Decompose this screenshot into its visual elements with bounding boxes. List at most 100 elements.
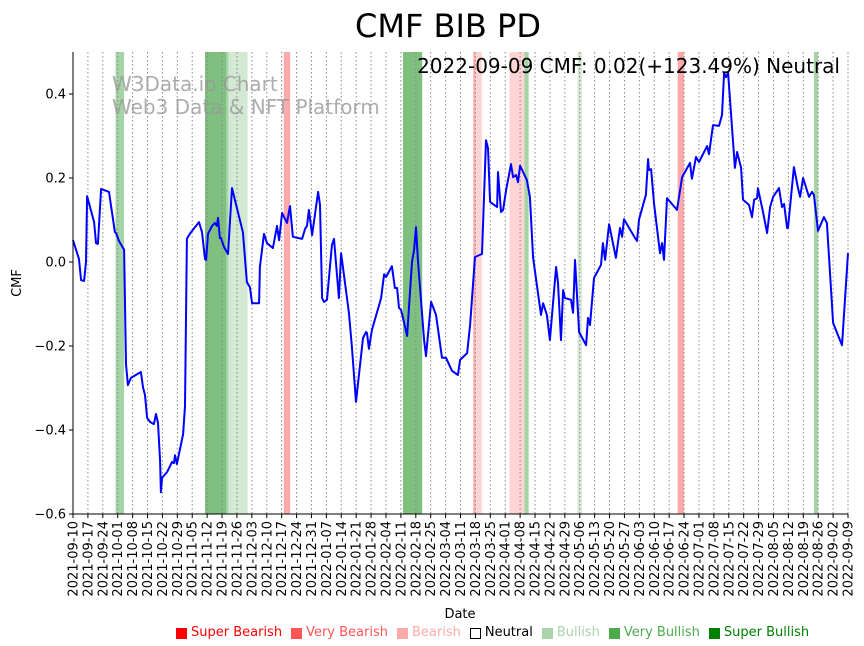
band-very-bearish	[283, 52, 291, 514]
y-axis-label: CMF	[10, 269, 25, 297]
x-tick-label: 2022-04-01	[499, 521, 514, 597]
x-tick-label: 2021-09-10	[67, 521, 82, 597]
legend: Super Bearish Very Bearish Bearish Neutral B…	[176, 624, 809, 642]
band-super-bullish	[403, 52, 423, 514]
signal-bands	[115, 52, 819, 514]
band-bearish	[475, 52, 482, 514]
x-tick-label: 2021-10-29	[171, 521, 186, 597]
x-tick-label: 2022-07-22	[737, 521, 752, 597]
y-tick-label: 0.0	[45, 256, 66, 271]
legend-item-very-bearish: Very Bearish	[291, 625, 388, 641]
y-tick-label: −0.6	[34, 508, 66, 523]
x-tick-label: 2022-07-08	[707, 521, 722, 597]
band-very-bullish	[115, 52, 125, 514]
x-tick-label: 2022-05-20	[603, 521, 618, 597]
legend-item-bullish: Bullish	[541, 625, 600, 641]
x-tick-label: 2022-07-01	[692, 521, 707, 597]
x-tick-label: 2021-09-17	[81, 521, 96, 597]
x-tick-label: 2022-07-15	[722, 521, 737, 597]
x-tick-label: 2022-01-21	[350, 521, 365, 597]
legend-label: Very Bullish	[623, 625, 700, 640]
band-bullish	[228, 52, 248, 514]
x-tick-label: 2021-12-24	[290, 521, 305, 597]
x-ticks: 2021-09-10 2021-09-17 2021-09-24 2021-10-01…	[67, 514, 857, 597]
latest-value-annotation: 2022-09-09 CMF: 0.02(+123.49%) Neutral	[417, 54, 840, 78]
band-very-bullish	[524, 52, 529, 514]
x-tick-label: 2022-05-06	[573, 521, 588, 597]
x-tick-label: 2022-04-22	[543, 521, 558, 597]
legend-label: Very Bearish	[306, 625, 388, 640]
x-tick-label: 2022-04-08	[514, 521, 529, 597]
band-bearish	[509, 52, 525, 514]
legend-label: Neutral	[484, 625, 533, 640]
watermark-line-1: W3Data.io Chart	[112, 72, 278, 96]
x-tick-label: 2022-02-18	[409, 521, 424, 597]
x-tick-label: 2022-03-04	[439, 521, 454, 597]
x-tick-label: 2021-10-15	[141, 521, 156, 597]
legend-item-very-bullish: Very Bullish	[608, 625, 700, 641]
y-tick-label: 0.4	[45, 88, 66, 103]
x-tick-label: 2022-01-14	[335, 521, 350, 597]
x-tick-label: 2022-06-24	[678, 521, 693, 597]
x-tick-label: 2022-06-03	[633, 521, 648, 597]
x-tick-label: 2022-08-26	[812, 521, 827, 597]
band-very-bullish	[226, 52, 229, 514]
x-tick-label: 2022-02-04	[379, 521, 394, 597]
x-tick-label: 2021-12-10	[260, 521, 275, 597]
x-tick-label: 2021-10-08	[126, 521, 141, 597]
legend-label: Super Bearish	[191, 625, 283, 640]
x-tick-label: 2022-01-28	[365, 521, 380, 597]
watermark: W3Data.io Chart Web3 Data & NFT Platform	[112, 72, 380, 119]
legend-label: Super Bullish	[723, 625, 810, 640]
y-tick-label: 0.2	[45, 172, 66, 187]
x-tick-label: 2021-11-19	[216, 521, 231, 597]
watermark-line-2: Web3 Data & NFT Platform	[112, 95, 380, 119]
x-tick-label: 2022-06-10	[648, 521, 663, 597]
legend-item-super-bearish: Super Bearish	[176, 625, 282, 641]
x-tick-label: 2022-06-17	[663, 521, 678, 597]
x-tick-label: 2021-12-17	[275, 521, 290, 597]
x-tick-label: 2021-09-24	[96, 521, 111, 597]
x-tick-label: 2021-10-01	[111, 521, 126, 597]
x-tick-label: 2022-08-12	[782, 521, 797, 597]
legend-swatch	[541, 627, 553, 639]
x-tick-label: 2021-11-12	[201, 521, 216, 597]
x-tick-label: 2022-05-27	[618, 521, 633, 597]
x-tick-label: 2022-04-29	[558, 521, 573, 597]
y-ticks: −0.6 −0.4 −0.2 0.0 0.2 0.4	[34, 88, 73, 523]
x-tick-label: 2022-03-18	[469, 521, 484, 597]
legend-item-neutral: Neutral	[469, 625, 533, 641]
y-tick-label: −0.2	[34, 340, 66, 355]
legend-label: Bearish	[411, 625, 461, 640]
band-very-bearish	[473, 52, 476, 514]
x-tick-label: 2022-04-15	[529, 521, 544, 597]
legend-swatch	[291, 627, 303, 639]
legend-item-super-bullish: Super Bullish	[708, 625, 810, 641]
x-tick-label: 2021-12-03	[245, 521, 260, 597]
x-tick-label: 2021-12-31	[305, 521, 320, 597]
legend-label: Bullish	[556, 625, 600, 640]
x-tick-label: 2021-10-22	[156, 521, 171, 597]
x-tick-label: 2022-03-25	[484, 521, 499, 597]
legend-swatch	[708, 627, 720, 639]
x-axis-label: Date	[444, 607, 475, 622]
x-tick-label: 2022-05-13	[588, 521, 603, 597]
legend-item-bearish: Bearish	[396, 625, 461, 641]
x-tick-label: 2022-01-07	[320, 521, 335, 597]
legend-swatch	[469, 627, 481, 639]
x-tick-label: 2021-11-05	[186, 521, 201, 597]
cmf-line	[72, 72, 849, 494]
x-tick-label: 2022-03-11	[454, 521, 469, 597]
x-tick-label: 2021-11-26	[230, 521, 245, 597]
x-tick-label: 2022-09-02	[827, 521, 842, 597]
band-super-bullish	[205, 52, 227, 514]
x-tick-label: 2022-08-19	[797, 521, 812, 597]
x-tick-label: 2022-09-09	[842, 521, 857, 597]
x-gridlines	[72, 52, 849, 514]
legend-swatch	[608, 627, 620, 639]
x-tick-label: 2022-07-29	[752, 521, 767, 597]
x-tick-label: 2022-02-11	[394, 521, 409, 597]
band-very-bullish	[813, 52, 819, 514]
